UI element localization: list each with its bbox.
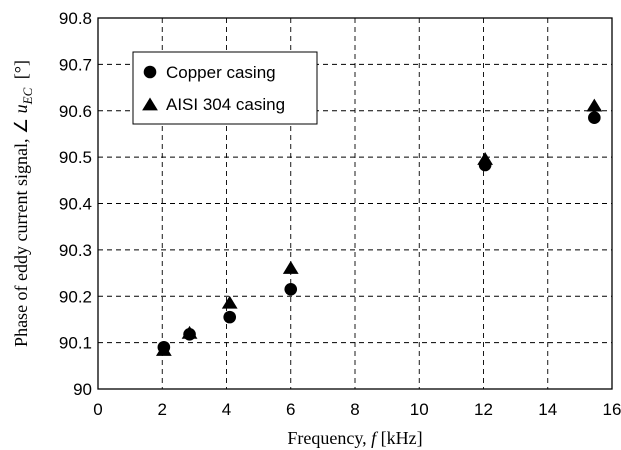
y-tick-label: 90.3 [59, 241, 92, 260]
x-tick-label: 16 [603, 400, 621, 419]
x-tick-label: 10 [410, 400, 429, 419]
y-tick-label: 90 [73, 380, 92, 399]
aisi-point [477, 151, 493, 165]
x-tick-label: 8 [350, 400, 359, 419]
y-axis-label: Phase of eddy current signal, ∠ uEC [°] [11, 60, 36, 347]
y-tick-label: 90.7 [59, 55, 92, 74]
legend-entry-aisi: AISI 304 casing [166, 95, 285, 114]
x-tick-label: 2 [158, 400, 167, 419]
aisi-point [221, 295, 238, 309]
copper-point [284, 282, 298, 296]
aisi-point [181, 325, 198, 339]
data-points [155, 98, 603, 356]
y-tick-label: 90.1 [59, 334, 92, 353]
grid [98, 18, 612, 389]
axis-ticks: 0 2 4 6 8 10 12 14 16 90 90.1 90.2 90.3 90.4 90.5 90.6 9… [59, 9, 621, 419]
aisi-point [282, 260, 299, 274]
x-tick-label: 12 [474, 400, 493, 419]
x-tick-label: 0 [93, 400, 102, 419]
x-tick-label: 4 [222, 400, 231, 419]
legend-entry-copper: Copper casing [166, 63, 276, 82]
copper-point [588, 111, 601, 125]
legend-circle-marker [143, 65, 157, 79]
y-tick-label: 90.4 [59, 195, 92, 214]
aisi-point [155, 343, 172, 356]
legend-box [132, 51, 318, 125]
y-tick-label: 90.5 [59, 148, 92, 167]
y-tick-label: 90.8 [59, 9, 92, 28]
x-tick-label: 14 [538, 400, 557, 419]
y-tick-label: 90.2 [59, 287, 92, 306]
legend-triangle-marker [142, 97, 158, 111]
x-tick-label: 6 [286, 400, 295, 419]
y-tick-label: 90.6 [59, 102, 92, 121]
plot-area [97, 17, 613, 390]
aisi-point [586, 98, 603, 112]
legend: Copper casing AISI 304 casing [132, 51, 318, 125]
copper-point [223, 310, 237, 324]
x-axis-label: Frequency, f [kHz] [287, 428, 422, 448]
